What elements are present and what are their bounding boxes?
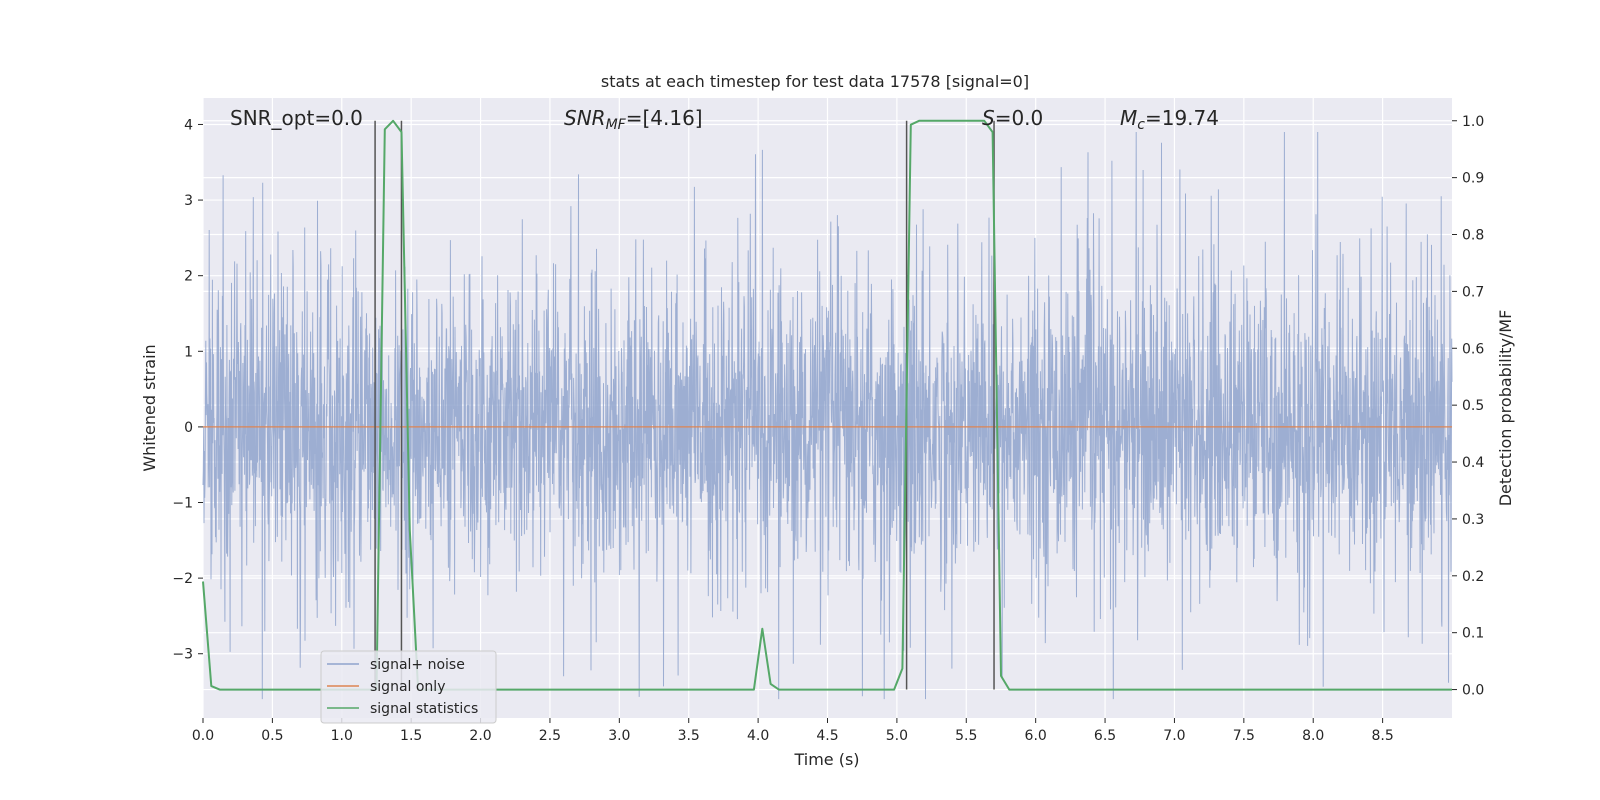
y-left-tick-label-3: 1 — [184, 344, 193, 360]
y-right-tick-label-4: 0.6 — [1462, 341, 1484, 357]
y-right-tick-label-8: 0.2 — [1462, 569, 1484, 585]
x-tick-label-12: 6.0 — [1025, 728, 1047, 744]
y-right-tick-label-9: 0.1 — [1462, 626, 1484, 642]
annotation-snr-mf-main: SNR — [564, 106, 606, 130]
y-right-tick-label-10: 0.0 — [1462, 683, 1484, 699]
annotation-snr-mf-sub: MF — [606, 117, 627, 133]
signal-noise-line — [202, 131, 1453, 700]
annotation-mc: Mc=19.74 — [1120, 106, 1219, 133]
y-axis-right-label: Detection probability/MF — [1496, 310, 1515, 507]
chart-title: stats at each timestep for test data 175… — [601, 72, 1029, 91]
y-right-tick-label-3: 0.7 — [1462, 284, 1484, 300]
y-axis-right: 1.0 0.9 0.8 0.7 0.6 0.5 0.4 0.3 0.2 0.1 0.0 — [1452, 114, 1484, 699]
x-tick-label-11: 5.5 — [955, 728, 977, 744]
legend-label-signal-noise: signal+ noise — [370, 657, 465, 673]
legend-label-signal-statistics: signal statistics — [370, 701, 478, 717]
y-left-tick-label-6: −2 — [172, 571, 193, 587]
y-right-tick-label-1: 0.9 — [1462, 171, 1484, 187]
y-right-tick-label-2: 0.8 — [1462, 228, 1484, 244]
y-axis-left: 4 3 2 1 0 −1 −2 −3 — [172, 117, 203, 663]
legend-label-signal-only: signal only — [370, 679, 445, 695]
x-tick-label-0: 0.0 — [192, 728, 214, 744]
annotation-snr-mf-value: =[4.16] — [626, 106, 703, 130]
x-tick-label-9: 4.5 — [816, 728, 838, 744]
y-right-tick-label-6: 0.4 — [1462, 455, 1484, 471]
annotation-s-value: =0.0 — [995, 106, 1044, 130]
annotation-mc-sub: c — [1137, 117, 1145, 133]
annotation-mc-main: M — [1120, 106, 1137, 130]
legend: signal+ noise signal only signal statist… — [320, 650, 497, 724]
y-right-tick-label-7: 0.3 — [1462, 512, 1484, 528]
x-tick-label-16: 8.0 — [1302, 728, 1324, 744]
y-right-tick-label-5: 0.5 — [1462, 398, 1484, 414]
x-tick-label-13: 6.5 — [1094, 728, 1116, 744]
annotation-snr-opt: SNR_opt=0.0 — [230, 106, 363, 130]
y-axis-left-label: Whitened strain — [140, 344, 159, 471]
x-tick-label-14: 7.0 — [1163, 728, 1185, 744]
y-left-tick-label-1: 3 — [184, 193, 193, 209]
legend-box — [320, 650, 497, 724]
x-tick-label-6: 3.0 — [608, 728, 630, 744]
x-axis: 0.0 0.5 1.0 1.5 2.0 2.5 3.0 3.5 4.0 4.5 5.0 5.5 6.0 6… — [192, 718, 1394, 744]
y-left-tick-label-2: 2 — [184, 269, 193, 285]
x-tick-label-17: 8.5 — [1371, 728, 1393, 744]
y-left-tick-label-0: 4 — [184, 117, 193, 133]
x-tick-label-5: 2.5 — [539, 728, 561, 744]
y-left-tick-label-5: −1 — [172, 496, 193, 512]
x-axis-label: Time (s) — [793, 750, 859, 769]
annotation-s-main: S — [982, 106, 995, 130]
x-tick-label-1: 0.5 — [261, 728, 283, 744]
y-right-tick-label-0: 1.0 — [1462, 114, 1484, 130]
signal-noise-series — [202, 131, 1453, 700]
x-tick-label-8: 4.0 — [747, 728, 769, 744]
annotation-s: S=0.0 — [982, 106, 1043, 130]
x-tick-label-10: 5.0 — [886, 728, 908, 744]
y-left-tick-label-7: −3 — [172, 647, 193, 663]
x-tick-label-15: 7.5 — [1233, 728, 1255, 744]
annotation-snr-mf: SNRMF=[4.16] — [564, 106, 703, 133]
x-tick-label-7: 3.5 — [678, 728, 700, 744]
annotations: SNR_opt=0.0 SNRMF=[4.16] S=0.0 Mc=19.74 — [230, 106, 1219, 133]
x-tick-label-2: 1.0 — [331, 728, 353, 744]
x-tick-label-4: 2.0 — [469, 728, 491, 744]
annotation-mc-value: =19.74 — [1145, 106, 1219, 130]
x-tick-label-3: 1.5 — [400, 728, 422, 744]
y-left-tick-label-4: 0 — [184, 420, 193, 436]
